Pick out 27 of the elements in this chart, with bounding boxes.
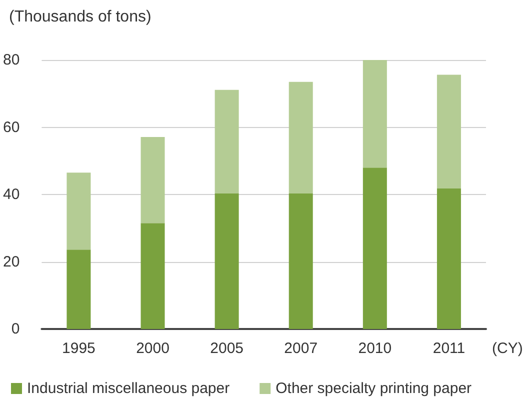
bar — [362, 168, 387, 329]
x-tick-label: 1995 — [62, 340, 96, 357]
bar — [66, 250, 91, 329]
legend-label: Other specialty printing paper — [276, 380, 472, 397]
bar — [214, 90, 239, 194]
bar — [436, 74, 461, 188]
y-tick-label: 40 — [2, 186, 20, 203]
bar — [288, 193, 313, 329]
bar — [362, 60, 387, 168]
x-tick-label: 2010 — [358, 340, 392, 357]
y-tick-label: 80 — [2, 52, 20, 68]
y-tick-label: 20 — [2, 253, 20, 270]
bar — [140, 223, 165, 329]
bar — [288, 82, 313, 194]
bar — [66, 172, 91, 250]
x-axis-title: (CY) — [492, 340, 523, 357]
y-tick-label: 0 — [11, 320, 20, 338]
bar — [436, 188, 461, 329]
x-tick-label: 2011 — [432, 340, 466, 357]
y-tick-label: 60 — [2, 118, 20, 136]
legend-label: Industrial miscellaneous paper — [27, 380, 230, 397]
x-tick-label: 2000 — [136, 340, 170, 357]
y-axis-title: (Thousands of tons) — [9, 8, 152, 26]
bar — [140, 137, 165, 224]
x-tick-label: 2005 — [210, 340, 244, 357]
x-tick-label: 2007 — [284, 340, 318, 357]
bar — [214, 193, 239, 329]
